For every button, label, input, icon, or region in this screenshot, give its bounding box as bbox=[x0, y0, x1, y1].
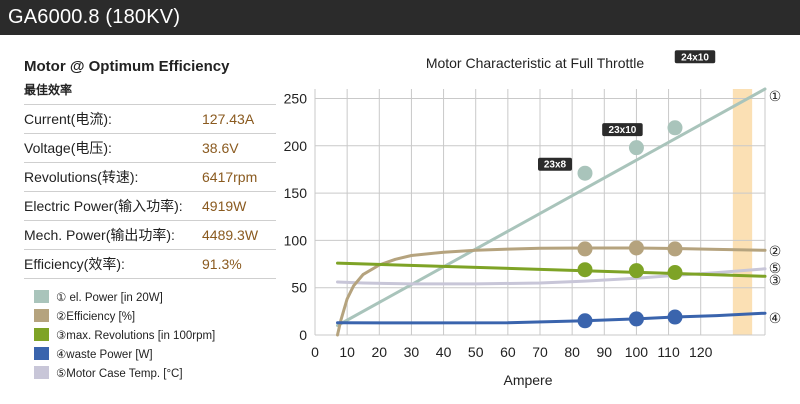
y-tick-label: 200 bbox=[284, 138, 308, 154]
legend-item-waste-power: ④waste Power [W] bbox=[34, 344, 274, 363]
annotation-tag bbox=[602, 123, 643, 137]
x-tick-label: 20 bbox=[371, 344, 387, 360]
spec-title: Motor @ Optimum Efficiency bbox=[24, 58, 230, 75]
data-point bbox=[577, 313, 593, 329]
spec-value: 91.3% bbox=[198, 249, 276, 279]
x-tick-label: 110 bbox=[657, 344, 680, 360]
page-header: GA6000.8 (180KV) bbox=[0, 0, 800, 35]
x-tick-label: 120 bbox=[689, 344, 713, 360]
highlight-band bbox=[732, 89, 753, 335]
spec-value: 127.43A bbox=[198, 104, 276, 134]
spec-label: Current(电流): bbox=[24, 104, 198, 134]
x-tick-label: 60 bbox=[500, 344, 516, 360]
y-tick-label: 250 bbox=[284, 90, 308, 106]
series-end-marker: ① bbox=[769, 89, 782, 105]
annotation-label: 24x10 bbox=[681, 52, 709, 63]
data-point bbox=[577, 165, 593, 181]
x-tick-label: 90 bbox=[596, 344, 612, 360]
annotation-tag bbox=[674, 50, 716, 64]
annotation-label: 23x10 bbox=[609, 125, 637, 136]
series-line bbox=[336, 87, 767, 327]
legend-swatch bbox=[34, 328, 49, 341]
data-point bbox=[577, 241, 593, 257]
legend-label: ⑤Motor Case Temp. [°C] bbox=[56, 367, 183, 380]
annotation-tag bbox=[538, 157, 572, 171]
spec-table: Current(电流): 127.43A Voltage(电压): 38.6V … bbox=[24, 104, 276, 279]
spec-value: 4919W bbox=[198, 191, 276, 221]
x-tick-label: 30 bbox=[404, 344, 420, 360]
series-end-marker: ④ bbox=[769, 311, 782, 327]
legend-item-case-temp: ⑤Motor Case Temp. [°C] bbox=[34, 363, 274, 382]
page-title: GA6000.8 (180KV) bbox=[8, 6, 181, 28]
series-line bbox=[336, 311, 767, 325]
legend-item-efficiency: ②Efficiency [%] bbox=[34, 306, 274, 325]
legend-swatch bbox=[34, 290, 49, 303]
legend-swatch bbox=[34, 309, 49, 322]
spec-value: 6417rpm bbox=[198, 162, 276, 192]
x-tick-label: 70 bbox=[532, 344, 548, 360]
data-point bbox=[667, 309, 683, 325]
legend-label: ②Efficiency [%] bbox=[56, 310, 136, 323]
spec-value: 38.6V bbox=[198, 133, 276, 163]
chart-title: Motor Characteristic at Full Throttle bbox=[425, 55, 645, 71]
spec-row-electric-power: Electric Power(输入功率): 4919W bbox=[24, 191, 276, 221]
data-point bbox=[667, 265, 683, 281]
series-end-marker: ③ bbox=[769, 273, 782, 289]
spec-value: 4489.3W bbox=[198, 220, 276, 250]
spec-row-efficiency: Efficiency(效率): 91.3% bbox=[24, 249, 276, 279]
spec-row-voltage: Voltage(电压): 38.6V bbox=[24, 133, 276, 163]
y-tick-label: 150 bbox=[284, 185, 308, 201]
legend-swatch bbox=[34, 347, 49, 360]
spec-row-current: Current(电流): 127.43A bbox=[24, 104, 276, 134]
data-point bbox=[628, 311, 644, 327]
x-tick-label: 0 bbox=[311, 344, 319, 360]
x-tick-label: 50 bbox=[468, 344, 484, 360]
chart-legend: ① el. Power [in 20W] ②Efficiency [%] ③ma… bbox=[24, 287, 274, 382]
spec-subtitle: 最佳效率 bbox=[24, 83, 73, 97]
x-tick-label: 40 bbox=[436, 344, 452, 360]
spec-label: Voltage(电压): bbox=[24, 133, 198, 163]
legend-label: ④waste Power [W] bbox=[56, 348, 153, 361]
spec-label: Electric Power(输入功率): bbox=[24, 191, 198, 221]
data-point bbox=[628, 263, 644, 279]
data-point bbox=[667, 120, 683, 136]
data-point bbox=[628, 140, 644, 156]
legend-swatch bbox=[34, 366, 49, 379]
data-point bbox=[577, 262, 593, 278]
y-tick-label: 50 bbox=[291, 280, 307, 296]
x-tick-label: 100 bbox=[625, 344, 649, 360]
spec-panel: Motor @ Optimum Efficiency 最佳效率 Current(… bbox=[24, 52, 276, 382]
spec-label: Revolutions(转速): bbox=[24, 162, 198, 192]
series-end-marker: ② bbox=[769, 244, 782, 260]
legend-label: ① el. Power [in 20W] bbox=[56, 291, 163, 304]
annotation-label: 23x8 bbox=[544, 160, 567, 171]
x-tick-label: 80 bbox=[564, 344, 580, 360]
x-axis-label: Ampere bbox=[503, 372, 552, 388]
x-tick-label: 10 bbox=[339, 344, 355, 360]
spec-row-mech-power: Mech. Power(输出功率): 4489.3W bbox=[24, 220, 276, 250]
legend-item-max-revolutions: ③max. Revolutions [in 100rpm] bbox=[34, 325, 274, 344]
spec-label: Mech. Power(输出功率): bbox=[24, 220, 198, 250]
spec-label: Efficiency(效率): bbox=[24, 249, 198, 279]
series-end-marker: ⑤ bbox=[769, 261, 782, 277]
spec-row-revolutions: Revolutions(转速): 6417rpm bbox=[24, 162, 276, 192]
series-line bbox=[336, 246, 767, 337]
data-point bbox=[667, 241, 683, 257]
series-line bbox=[336, 261, 767, 278]
y-tick-label: 0 bbox=[299, 327, 307, 343]
data-point bbox=[628, 240, 644, 256]
y-tick-label: 100 bbox=[284, 232, 308, 248]
legend-item-el-power: ① el. Power [in 20W] bbox=[34, 287, 274, 306]
legend-label: ③max. Revolutions [in 100rpm] bbox=[56, 329, 216, 342]
